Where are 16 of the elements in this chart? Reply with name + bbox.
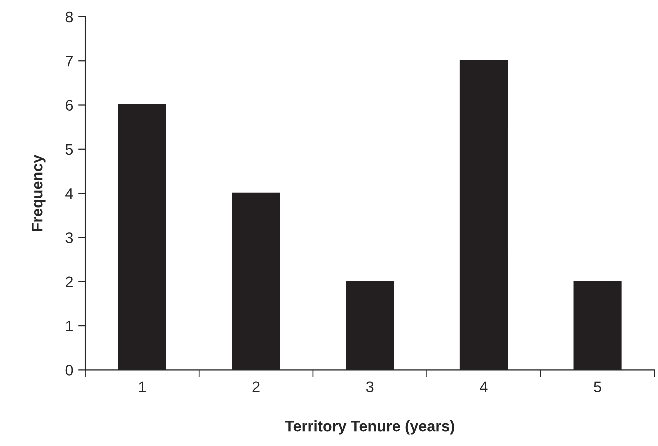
x-axis-title: Territory Tenure (years) (285, 420, 454, 435)
x-tick-label: 3 (366, 382, 374, 393)
y-tick-label: 5 (66, 144, 74, 156)
x-tick-label: 4 (480, 382, 488, 392)
y-tick-label: 1 (66, 321, 73, 332)
y-tick-label: 7 (66, 56, 73, 67)
x-tick-label: 2 (252, 382, 260, 392)
y-tick-label: 8 (66, 12, 74, 23)
y-tick-label: 4 (66, 188, 74, 200)
y-tick-label: 6 (66, 100, 74, 111)
y-tick-label: 2 (66, 276, 73, 288)
y-axis-title: Frequency (32, 155, 46, 232)
y-tick-label: 3 (66, 232, 74, 244)
x-tick-label: 5 (594, 382, 602, 393)
x-tick-label: 1 (139, 382, 146, 392)
y-tick-label: 0 (66, 365, 74, 376)
